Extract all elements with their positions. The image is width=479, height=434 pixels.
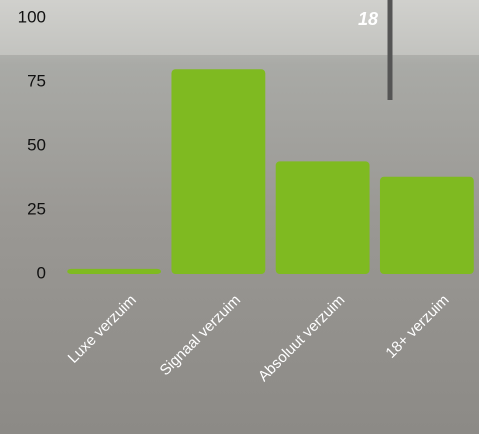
bar <box>67 268 162 274</box>
annotation: 18 <box>358 9 378 29</box>
bar <box>379 176 474 274</box>
bar <box>275 161 370 274</box>
background-building <box>0 0 479 55</box>
y-tick-label: 75 <box>27 71 46 90</box>
y-tick-label: 100 <box>18 7 46 26</box>
y-tick-label: 25 <box>27 199 46 218</box>
y-tick-label: 50 <box>27 135 46 154</box>
y-tick-label: 0 <box>37 263 46 282</box>
bar <box>171 69 266 274</box>
